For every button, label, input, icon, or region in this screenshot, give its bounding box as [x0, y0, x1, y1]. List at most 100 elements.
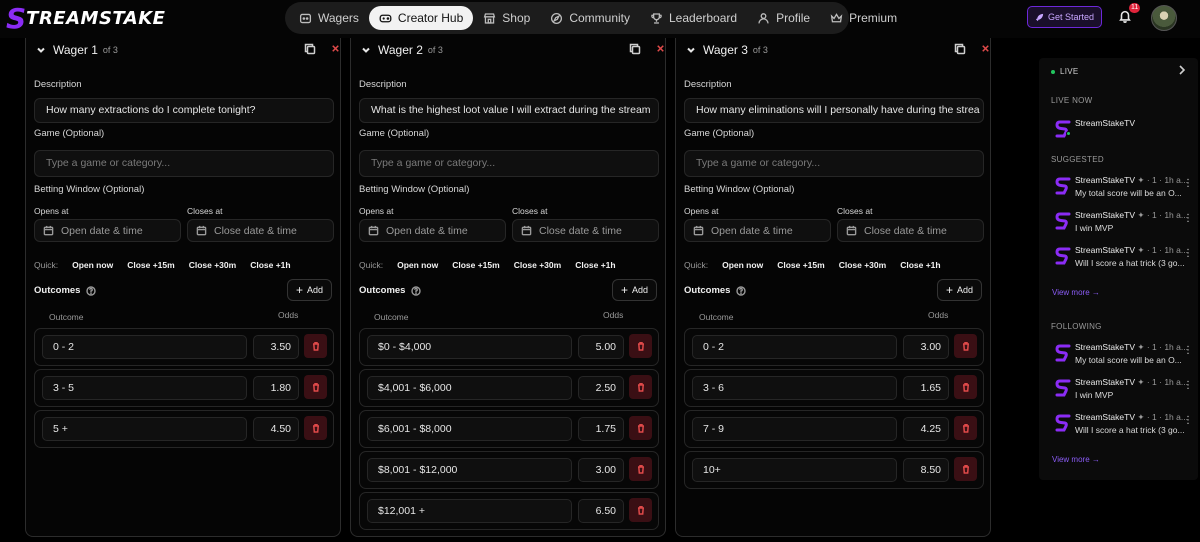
close-1h-button[interactable]: Close +1h [250, 260, 291, 270]
get-started-button[interactable]: Get Started [1027, 6, 1102, 28]
description-input[interactable]: How many extractions do I complete tonig… [34, 98, 334, 123]
nav-community[interactable]: Community [540, 6, 640, 30]
more-options-icon[interactable]: ⋮ [1183, 213, 1193, 224]
wager-header[interactable]: Wager 2 of 3 [361, 42, 664, 58]
nav-shop[interactable]: Shop [473, 6, 540, 30]
nav-wagers[interactable]: Wagers [289, 6, 369, 30]
outcome-input[interactable]: $12,001 + [367, 499, 572, 523]
close-15m-button[interactable]: Close +15m [452, 260, 500, 270]
game-input[interactable]: Type a game or category... [684, 150, 984, 177]
delete-outcome-button[interactable] [629, 416, 652, 440]
outcome-input[interactable]: 0 - 2 [42, 335, 247, 359]
odds-input[interactable]: 4.50 [253, 417, 299, 441]
delete-outcome-button[interactable] [954, 416, 977, 440]
delete-outcome-button[interactable] [629, 498, 652, 522]
outcome-input[interactable]: 3 - 5 [42, 376, 247, 400]
odds-input[interactable]: 6.50 [578, 499, 624, 523]
help-icon[interactable] [86, 285, 97, 296]
close-30m-button[interactable]: Close +30m [513, 260, 562, 270]
close-1h-button[interactable]: Close +1h [900, 260, 941, 270]
odds-input[interactable]: 4.25 [903, 417, 949, 441]
close-icon[interactable] [330, 43, 342, 55]
wager-header[interactable]: Wager 3 of 3 [686, 42, 989, 58]
description-input[interactable]: How many eliminations will I personally … [684, 98, 984, 123]
odds-input[interactable]: 5.00 [578, 335, 624, 359]
nav-leaderboard[interactable]: Leaderboard [640, 6, 747, 30]
view-more-following-link[interactable]: View more → [1052, 455, 1100, 464]
odds-input[interactable]: 3.00 [903, 335, 949, 359]
avatar[interactable] [1151, 5, 1177, 31]
open-date-input[interactable]: Open date & time [359, 219, 506, 242]
close-date-input[interactable]: Close date & time [837, 219, 984, 242]
add-outcome-button[interactable]: + Add [287, 279, 332, 301]
outcome-input[interactable]: 3 - 6 [692, 376, 897, 400]
close-date-input[interactable]: Close date & time [187, 219, 334, 242]
odds-input[interactable]: 3.00 [578, 458, 624, 482]
close-15m-button[interactable]: Close +15m [777, 260, 825, 270]
streamstake-logo[interactable]: S TREAMSTAKE [6, 5, 165, 33]
game-input[interactable]: Type a game or category... [359, 150, 659, 177]
description-input[interactable]: What is the highest loot value I will ex… [359, 98, 659, 123]
outcome-input[interactable]: 7 - 9 [692, 417, 897, 441]
live-channel[interactable]: StreamStakeTV [1053, 118, 1195, 144]
outcome-input[interactable]: $8,001 - $12,000 [367, 458, 572, 482]
help-icon[interactable] [411, 285, 422, 296]
delete-outcome-button[interactable] [954, 375, 977, 399]
delete-outcome-button[interactable] [954, 457, 977, 481]
chevron-down-icon[interactable] [686, 45, 696, 55]
chevron-down-icon[interactable] [361, 45, 371, 55]
open-now-button[interactable]: Open now [72, 260, 114, 270]
wager-header[interactable]: Wager 1 of 3 [36, 42, 339, 58]
delete-outcome-button[interactable] [304, 416, 327, 440]
more-options-icon[interactable]: ⋮ [1183, 248, 1193, 259]
delete-outcome-button[interactable] [629, 334, 652, 358]
odds-input[interactable]: 8.50 [903, 458, 949, 482]
channel-item[interactable]: StreamStakeTV ✦ · 1 · 1h a... Will I scor… [1053, 245, 1195, 271]
outcome-input[interactable]: $4,001 - $6,000 [367, 376, 572, 400]
channel-item[interactable]: StreamStakeTV ✦ · 1 · 1h a... My total sc… [1053, 342, 1195, 368]
outcome-input[interactable]: 0 - 2 [692, 335, 897, 359]
more-options-icon[interactable]: ⋮ [1183, 178, 1193, 189]
outcome-input[interactable]: 10+ [692, 458, 897, 482]
outcome-input[interactable]: 5 + [42, 417, 247, 441]
close-1h-button[interactable]: Close +1h [575, 260, 616, 270]
duplicate-icon[interactable] [954, 43, 966, 55]
open-date-input[interactable]: Open date & time [34, 219, 181, 242]
view-more-suggested-link[interactable]: View more → [1052, 288, 1100, 297]
channel-item[interactable]: StreamStakeTV ✦ · 1 · 1h a... My total sc… [1053, 175, 1195, 201]
notifications-button[interactable] [1118, 9, 1132, 23]
collapse-sidebar-button[interactable] [1178, 65, 1186, 75]
outcome-input[interactable]: $0 - $4,000 [367, 335, 572, 359]
close-30m-button[interactable]: Close +30m [188, 260, 237, 270]
nav-profile[interactable]: Profile [747, 6, 820, 30]
odds-input[interactable]: 1.80 [253, 376, 299, 400]
duplicate-icon[interactable] [629, 43, 641, 55]
delete-outcome-button[interactable] [304, 375, 327, 399]
delete-outcome-button[interactable] [629, 375, 652, 399]
more-options-icon[interactable]: ⋮ [1183, 415, 1193, 426]
odds-input[interactable]: 3.50 [253, 335, 299, 359]
odds-input[interactable]: 1.65 [903, 376, 949, 400]
odds-input[interactable]: 1.75 [578, 417, 624, 441]
channel-item[interactable]: StreamStakeTV ✦ · 1 · 1h a... I win MVP ⋮ [1053, 210, 1195, 236]
game-input[interactable]: Type a game or category... [34, 150, 334, 177]
chevron-down-icon[interactable] [36, 45, 46, 55]
open-now-button[interactable]: Open now [397, 260, 439, 270]
close-icon[interactable] [980, 43, 992, 55]
delete-outcome-button[interactable] [954, 334, 977, 358]
close-date-input[interactable]: Close date & time [512, 219, 659, 242]
open-now-button[interactable]: Open now [722, 260, 764, 270]
add-outcome-button[interactable]: + Add [937, 279, 982, 301]
help-icon[interactable] [736, 285, 747, 296]
close-15m-button[interactable]: Close +15m [127, 260, 175, 270]
add-outcome-button[interactable]: + Add [612, 279, 657, 301]
more-options-icon[interactable]: ⋮ [1183, 345, 1193, 356]
duplicate-icon[interactable] [304, 43, 316, 55]
delete-outcome-button[interactable] [304, 334, 327, 358]
outcome-input[interactable]: $6,001 - $8,000 [367, 417, 572, 441]
nav-premium[interactable]: Premium [820, 6, 907, 30]
open-date-input[interactable]: Open date & time [684, 219, 831, 242]
close-30m-button[interactable]: Close +30m [838, 260, 887, 270]
nav-creator-hub[interactable]: Creator Hub [368, 6, 474, 30]
delete-outcome-button[interactable] [629, 457, 652, 481]
